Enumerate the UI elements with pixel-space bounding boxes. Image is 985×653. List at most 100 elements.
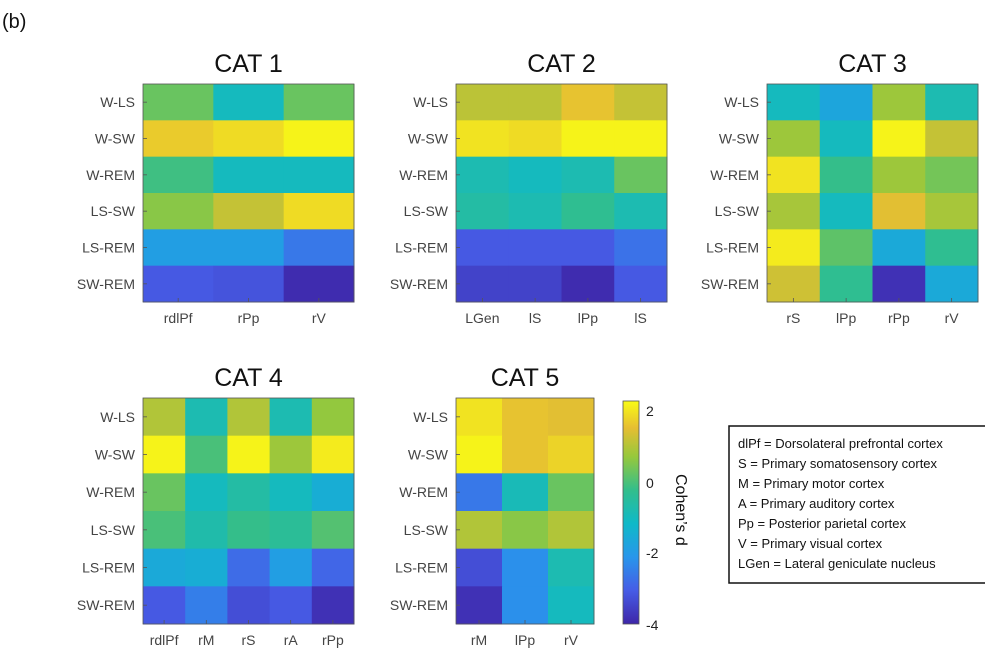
heatmap-cell [502, 586, 549, 625]
heatmap-cell [548, 586, 595, 625]
column-label: lPp [515, 632, 535, 648]
column-label: LGen [465, 310, 499, 326]
row-label: W-SW [719, 131, 760, 147]
row-label: LS-SW [91, 522, 136, 538]
heatmap-cell [283, 84, 355, 121]
heatmap-cell [502, 398, 549, 437]
row-label: SW-REM [390, 276, 448, 292]
heatmap-cell [561, 156, 615, 194]
panel-title: CAT 5 [491, 364, 560, 392]
heatmap-cell [143, 435, 186, 474]
row-label: W-REM [399, 167, 448, 183]
heatmap-cell [143, 511, 186, 550]
row-label: W-LS [413, 409, 448, 425]
heatmap-cell [143, 193, 214, 230]
heatmap-cell [614, 84, 668, 121]
panel-title: CAT 2 [527, 50, 596, 78]
column-label: rM [198, 632, 214, 648]
heatmap-cell [508, 156, 562, 194]
column-label: lS [529, 310, 541, 326]
legend-entry: dlPf = Dorsolateral prefrontal cortex [738, 436, 943, 451]
heatmap-cell [185, 473, 228, 512]
heatmap-cell [872, 156, 926, 194]
column-label: rA [284, 632, 299, 648]
legend-entry: M = Primary motor cortex [738, 476, 885, 491]
row-label: W-SW [408, 131, 449, 147]
heatmap-cell [269, 548, 313, 587]
heatmap-cell [213, 84, 285, 121]
heatmap-cell [502, 548, 549, 587]
heatmap-2: CAT 2 W-LS W-SW W-REM LS-SW LS-REM SW-REM LGen l… [390, 50, 668, 326]
row-label: LS-REM [395, 240, 448, 256]
row-label: LS-REM [395, 560, 448, 576]
heatmap-cell [227, 586, 271, 625]
heatmap-cell [213, 229, 285, 267]
heatmap-cell [508, 193, 562, 230]
row-label: LS-SW [404, 203, 449, 219]
heatmap-cell [561, 84, 615, 121]
heatmap-cell [561, 193, 615, 230]
row-label: LS-SW [715, 203, 760, 219]
heatmap-cell [213, 156, 285, 194]
heatmap-cell [872, 265, 926, 303]
heatmap-cell [456, 84, 510, 121]
heatmap-cell [548, 473, 595, 512]
heatmap-cell [283, 156, 355, 194]
row-label: W-LS [413, 94, 448, 110]
heatmap-cell [767, 156, 821, 194]
heatmap-panels: CAT 1 W-LS W-SW W-REM LS-SW LS-REM SW-REM rdlPf… [77, 50, 979, 648]
plot-frame [766, 83, 979, 303]
heatmap-cell [508, 84, 562, 121]
heatmap-cell [767, 229, 821, 267]
row-label: W-REM [399, 484, 448, 500]
heatmap-cell [819, 120, 873, 158]
heatmap-cell [925, 229, 979, 267]
heatmap-cell [311, 586, 355, 625]
heatmap-cell [283, 193, 355, 230]
column-label: rV [312, 310, 327, 326]
heatmap-cell [269, 586, 313, 625]
colorbar-tick-label: -4 [646, 617, 659, 633]
heatmap-cell [143, 120, 214, 158]
heatmap-cell [767, 120, 821, 158]
heatmap-cell [283, 120, 355, 158]
heatmap-cell [819, 229, 873, 267]
heatmap-cell [269, 435, 313, 474]
plot-frame [455, 83, 668, 303]
heatmap-cell [143, 265, 214, 303]
heatmap-cell [143, 84, 214, 121]
heatmap-cell [502, 511, 549, 550]
heatmap-cell [456, 229, 510, 267]
row-label: SW-REM [77, 276, 135, 292]
heatmap-cell [227, 548, 271, 587]
heatmap-cell [269, 511, 313, 550]
heatmap-cell [283, 229, 355, 267]
heatmap-cell [143, 473, 186, 512]
row-label: LS-REM [82, 560, 135, 576]
heatmap-cell [213, 120, 285, 158]
column-label: rS [786, 310, 800, 326]
heatmap-cell [925, 265, 979, 303]
heatmap-cell [508, 120, 562, 158]
heatmap-cell [767, 84, 821, 121]
heatmap-cell [548, 398, 595, 437]
row-label: W-SW [408, 447, 449, 463]
column-label: rdlPf [150, 632, 179, 648]
colorbar-tick-label: 2 [646, 403, 654, 419]
heatmap-cell [269, 398, 313, 437]
row-label: W-LS [100, 94, 135, 110]
heatmap-cell [819, 193, 873, 230]
column-label: rPp [888, 310, 910, 326]
heatmap-cell [185, 586, 228, 625]
heatmap-cell [614, 193, 668, 230]
column-label: rV [564, 632, 579, 648]
heatmap-cell [213, 265, 285, 303]
legend-frame [728, 425, 985, 584]
heatmap-cell [548, 435, 595, 474]
heatmap-cell [508, 229, 562, 267]
heatmap-cell [548, 548, 595, 587]
heatmap-cell [456, 193, 510, 230]
heatmap-cell [227, 435, 271, 474]
heatmap-cell [614, 229, 668, 267]
row-label: W-LS [100, 409, 135, 425]
